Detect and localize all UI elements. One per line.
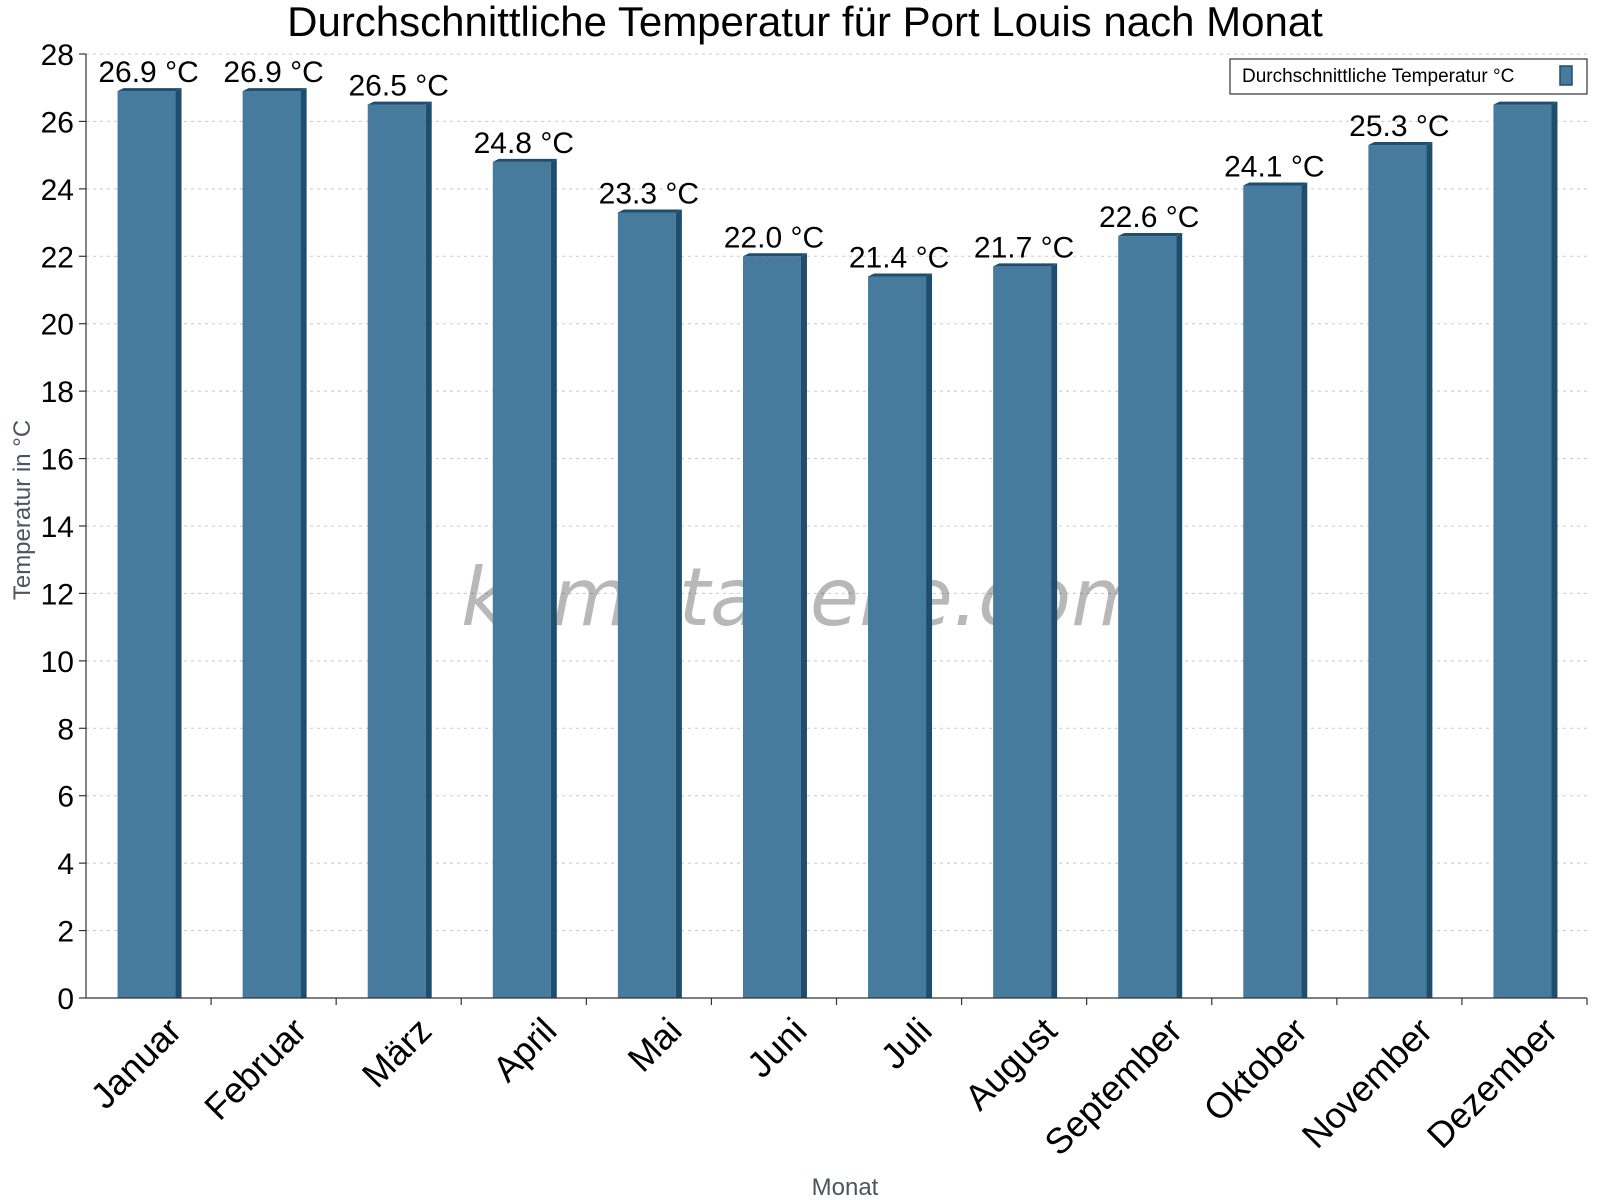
bar [742, 256, 801, 998]
bar [617, 212, 676, 998]
data-label: 24.1 °C [1224, 150, 1324, 183]
bar-top [1243, 182, 1308, 186]
data-label: 21.7 °C [974, 231, 1074, 264]
legend-box [1229, 58, 1588, 95]
x-tick-label: Januar [82, 1010, 189, 1117]
bar-side [550, 158, 557, 998]
data-label: 26.9 °C [98, 56, 198, 89]
y-tick-label: 0 [57, 983, 74, 1016]
data-label: 25.3 °C [1349, 110, 1449, 143]
y-tick-label: 22 [41, 241, 74, 274]
bar-side [1176, 233, 1183, 999]
legend: Durchschnittliche Temperatur °C [1229, 58, 1588, 95]
legend-label: Durchschnittliche Temperatur °C [1242, 66, 1514, 87]
x-tick-label: Juni [739, 1010, 815, 1086]
bar-side [926, 273, 933, 998]
bar-top [242, 88, 307, 92]
data-label: 23.3 °C [599, 177, 699, 210]
bar [492, 161, 551, 998]
bar-side [1051, 263, 1058, 998]
bar-top [1493, 101, 1558, 105]
bar-side [175, 88, 182, 999]
y-tick-label: 16 [41, 444, 74, 477]
bar [242, 91, 301, 999]
y-tick-label: 28 [41, 39, 74, 72]
x-tick-label: Februar [196, 1010, 314, 1128]
bar [1118, 236, 1177, 999]
x-tick-label: Oktober [1195, 1010, 1315, 1130]
y-tick-label: 24 [41, 174, 74, 207]
bar-series [117, 88, 1558, 999]
bar-side [425, 101, 432, 999]
y-tick-label: 12 [41, 578, 74, 611]
data-label: 26.9 °C [223, 56, 323, 89]
y-tick-label: 2 [57, 916, 74, 949]
x-tick-label: Dezember [1419, 1010, 1565, 1156]
y-tick-label: 18 [41, 376, 74, 409]
y-tick-label: 4 [57, 848, 74, 881]
chart-title: Durchschnittliche Temperatur für Port Lo… [287, 0, 1323, 45]
bar-side [1426, 142, 1433, 998]
data-labels: 26.9 °C 26.9 °C 26.5 °C 24.8 °C 23.3 °C 22.0 … [98, 56, 1449, 274]
y-tick-label: 14 [41, 511, 74, 544]
bar-top [117, 88, 182, 92]
bar [367, 104, 426, 999]
x-tick-label: August [957, 1010, 1065, 1118]
x-tick-label: September [1036, 1010, 1190, 1164]
bar-top [993, 263, 1058, 267]
data-label: 22.0 °C [724, 221, 824, 254]
bar-top [1368, 142, 1433, 146]
bar [1368, 145, 1427, 998]
x-tick-label: Mai [620, 1010, 690, 1080]
x-axis-title: Monat [812, 1174, 879, 1200]
data-label: 21.4 °C [849, 242, 949, 275]
bar [993, 266, 1052, 998]
bar [1243, 185, 1302, 998]
y-tick-label: 20 [41, 309, 74, 342]
data-label: 26.5 °C [349, 70, 449, 103]
y-tick-label: 26 [41, 106, 74, 139]
bar [117, 91, 176, 999]
y-tick-label: 6 [57, 781, 74, 814]
y-axis-title: Temperatur in °C [9, 420, 36, 600]
bar-top [742, 253, 807, 257]
x-tick-label: Juli [873, 1010, 940, 1077]
x-axis-ticks: Januar Februar März April Mai Juni Juli AugustS… [82, 998, 1588, 1164]
x-tick-label: November [1294, 1010, 1440, 1156]
bar-top [492, 158, 557, 162]
bar-side [800, 253, 807, 999]
bar-side [300, 88, 307, 999]
bar-side [675, 209, 682, 998]
grid-lines [86, 53, 1587, 932]
bar-top [1118, 233, 1183, 237]
legend-swatch [1559, 65, 1573, 86]
x-tick-label: März [354, 1010, 440, 1096]
bar-top [367, 101, 432, 105]
bar [1493, 104, 1552, 999]
y-tick-label: 8 [57, 713, 74, 746]
y-tick-label: 10 [41, 646, 74, 679]
bar-top [617, 209, 682, 213]
x-tick-label: April [485, 1010, 565, 1090]
data-label: 24.8 °C [474, 127, 574, 160]
data-label: 22.6 °C [1099, 201, 1199, 234]
bar-side [1551, 101, 1558, 999]
bar-side [1301, 182, 1308, 998]
bar-top [868, 273, 933, 277]
bar [868, 276, 927, 998]
